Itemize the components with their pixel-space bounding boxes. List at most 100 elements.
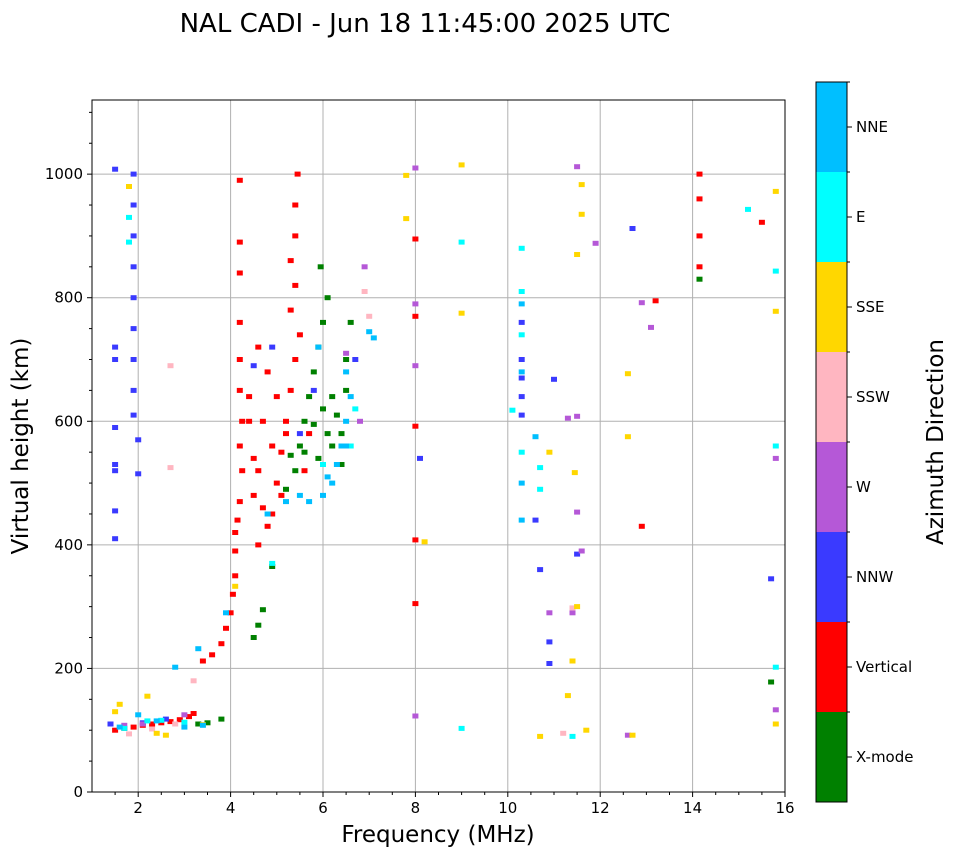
- echo-mark-nne: [329, 480, 336, 486]
- echo-mark-vertical: [264, 523, 271, 529]
- grid: [92, 100, 786, 793]
- echo-mark-w: [181, 712, 188, 718]
- echo-mark-vertical: [287, 307, 294, 313]
- echo-mark-nnw: [417, 455, 423, 461]
- echo-mark-vertical: [239, 418, 246, 424]
- x-tick-label: 12: [591, 799, 610, 817]
- echo-mark-x-mode: [292, 468, 299, 474]
- echo-mark-vertical: [412, 313, 419, 319]
- echo-mark-x-mode: [310, 369, 317, 375]
- colorbar-swatch: [816, 352, 847, 442]
- echo-mark-vertical: [292, 233, 299, 239]
- echo-mark-nne: [306, 499, 313, 505]
- colorbar-tick-label: W: [856, 478, 871, 496]
- echo-mark-nne: [296, 492, 303, 498]
- echo-mark-ssw: [172, 721, 179, 727]
- echo-mark-vertical: [287, 387, 294, 393]
- echo-mark-vertical: [412, 236, 419, 242]
- colorbar-tick-label: Vertical: [856, 658, 912, 676]
- echo-mark-nnw: [532, 517, 539, 523]
- echo-mark-vertical: [292, 282, 299, 288]
- echo-mark-e: [518, 332, 525, 338]
- echo-mark-nne: [153, 718, 160, 724]
- echo-mark-e: [158, 717, 165, 723]
- echo-mark-x-mode: [310, 421, 317, 427]
- echo-mark-w: [772, 707, 779, 713]
- echo-mark-w: [592, 240, 599, 246]
- echo-mark-nnw: [296, 431, 303, 437]
- echo-mark-sse: [624, 371, 631, 377]
- echo-mark-vertical: [292, 357, 299, 362]
- echo-mark-sse: [571, 470, 578, 476]
- echo-mark-e: [772, 268, 779, 274]
- echo-mark-w: [624, 732, 631, 738]
- echo-mark-nnw: [107, 721, 114, 727]
- echo-mark-x-mode: [250, 635, 257, 640]
- echo-mark-sse: [624, 434, 631, 440]
- echo-mark-vertical: [186, 714, 192, 720]
- colorbar-tick-label: SSW: [856, 388, 890, 406]
- echo-mark-nnw: [269, 344, 276, 350]
- echo-mark-nne: [347, 394, 354, 400]
- echo-mark-nne: [181, 724, 188, 730]
- x-tick-label: 14: [683, 799, 702, 817]
- echo-mark-w: [361, 264, 368, 270]
- echo-mark-sse: [578, 182, 585, 188]
- echo-mark-nne: [264, 511, 271, 517]
- echo-mark-x-mode: [320, 406, 326, 412]
- echo-mark-sse: [162, 732, 169, 738]
- echo-mark-vertical: [283, 431, 289, 437]
- echo-mark-sse: [574, 604, 581, 610]
- echo-mark-vertical: [199, 658, 206, 664]
- echo-mark-sse: [772, 308, 779, 314]
- echo-mark-e: [126, 214, 132, 220]
- echo-mark-nne: [195, 646, 202, 652]
- echo-mark-w: [412, 301, 419, 307]
- echo-mark-vertical: [255, 468, 262, 474]
- echo-mark-w: [121, 722, 128, 728]
- colorbar-swatch: [816, 442, 847, 532]
- echo-mark-nnw: [130, 357, 137, 362]
- echo-mark-nnw: [130, 202, 137, 208]
- echo-mark-ssw: [366, 313, 373, 319]
- echo-mark-nnw: [574, 551, 581, 557]
- echo-mark-vertical: [250, 455, 257, 461]
- echo-mark-sse: [458, 162, 465, 168]
- echo-mark-nnw: [130, 295, 137, 301]
- colorbar-frame: [815, 81, 848, 803]
- echo-mark-vertical: [190, 711, 197, 716]
- echo-mark-e: [352, 406, 359, 412]
- colorbar-tick-label: SSE: [856, 298, 885, 316]
- echo-mark-ssw: [569, 605, 576, 611]
- echo-mark-nne: [172, 664, 179, 670]
- echo-mark-sse: [126, 184, 132, 189]
- echo-mark-nnw: [546, 661, 553, 666]
- echo-mark-nne: [223, 610, 229, 616]
- x-tick-label: 4: [226, 799, 236, 817]
- colorbar-swatch: [816, 82, 847, 172]
- y-tick-label: 400: [54, 536, 83, 554]
- echo-mark-vertical: [638, 523, 645, 529]
- echo-mark-x-mode: [287, 452, 294, 458]
- echo-mark-ssw: [167, 465, 174, 471]
- echo-mark-w: [578, 548, 585, 554]
- echo-mark-sse: [772, 721, 779, 727]
- echo-mark-e: [772, 664, 779, 670]
- echo-mark-sse: [583, 727, 590, 733]
- echo-mark-vertical: [223, 625, 229, 631]
- echo-mark-vertical: [292, 202, 299, 208]
- echo-mark-nne: [315, 344, 322, 350]
- echo-mark-x-mode: [324, 431, 331, 437]
- echo-mark-nne: [370, 335, 377, 341]
- colorbar-swatch: [816, 622, 847, 712]
- echo-mark-nne: [283, 499, 289, 505]
- echo-mark-nne: [343, 443, 350, 449]
- echo-mark-e: [458, 239, 465, 245]
- echo-mark-nne: [135, 712, 142, 718]
- echo-mark-nne: [518, 517, 525, 523]
- echo-mark-nne: [343, 418, 350, 424]
- echo-mark-vertical: [236, 239, 243, 245]
- echo-mark-vertical: [652, 298, 659, 304]
- echo-mark-nnw: [112, 425, 119, 430]
- echo-mark-sse: [403, 172, 410, 178]
